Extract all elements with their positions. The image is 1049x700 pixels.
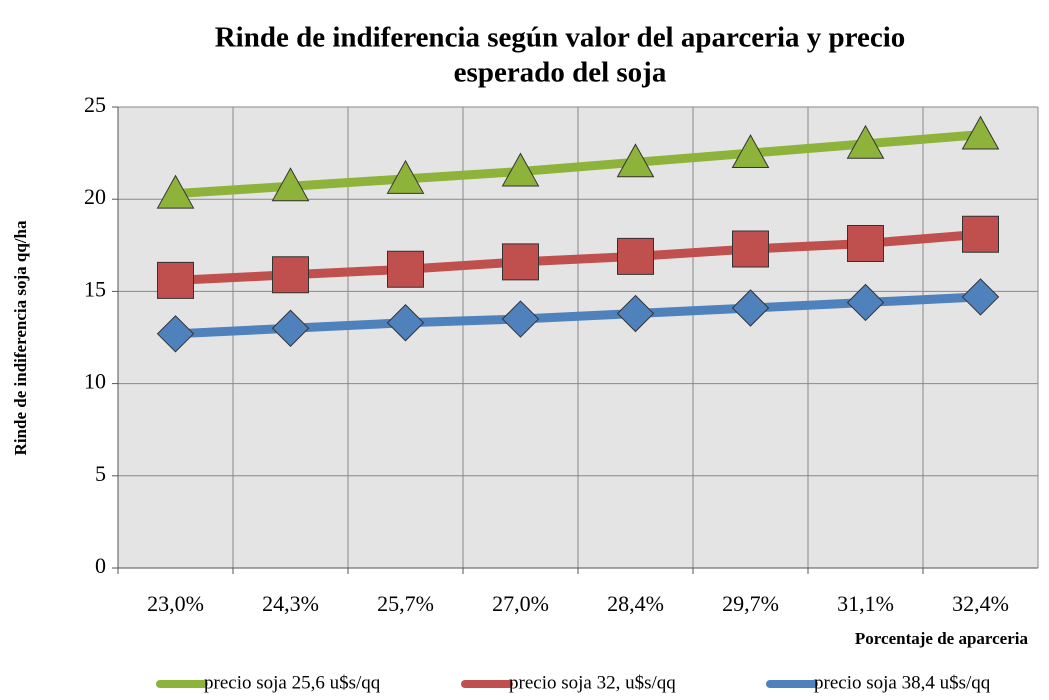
x-tick-label: 25,7% [377,591,434,616]
marker [501,300,540,338]
y-tick-label: 10 [84,369,106,394]
marker [961,115,1000,150]
marker [501,152,540,187]
marker [616,143,655,178]
marker [386,304,425,342]
x-tick-label: 23,0% [147,591,204,616]
y-tick-label: 25 [84,92,106,117]
series-line [171,229,985,285]
y-tick-label: 20 [84,184,106,209]
marker [157,261,194,299]
marker [962,215,999,253]
legend-label: precio soja 25,6 u$s/qq [204,672,381,693]
marker [271,309,310,347]
marker [617,237,654,275]
x-axis-label: Porcentaje de aparceria [855,629,1029,648]
marker [616,294,655,333]
marker [387,250,424,288]
marker [272,256,309,294]
marker [847,224,884,262]
x-tick-label: 31,1% [837,591,894,616]
marker [846,283,885,322]
marker [731,134,770,168]
y-tick-label: 15 [84,276,106,301]
marker [961,278,1000,316]
x-tick-label: 32,4% [952,591,1009,616]
y-tick-label: 0 [95,553,106,578]
series-line [171,130,985,199]
x-tick-label: 28,4% [607,591,664,616]
marker [271,167,310,202]
y-axis-label: Rinde de indiferencia soja qq/ha [11,220,30,455]
marker [156,174,195,209]
y-tick-label: 5 [95,461,106,486]
chart-title: Rinde de indiferencia según valor del ap… [215,22,906,54]
marker [732,230,769,268]
series-line [171,292,985,339]
marker [156,315,195,353]
marker [846,124,885,159]
legend-label: precio soja 32, u$s/qq [509,672,676,693]
chart-title: esperado del soja [454,57,667,89]
marker [502,243,539,281]
legend-label: precio soja 38,4 u$s/qq [814,672,991,693]
x-tick-label: 27,0% [492,591,549,616]
marker [386,159,425,194]
marker [731,289,770,327]
x-tick-label: 24,3% [262,591,319,616]
x-tick-label: 29,7% [722,591,779,616]
